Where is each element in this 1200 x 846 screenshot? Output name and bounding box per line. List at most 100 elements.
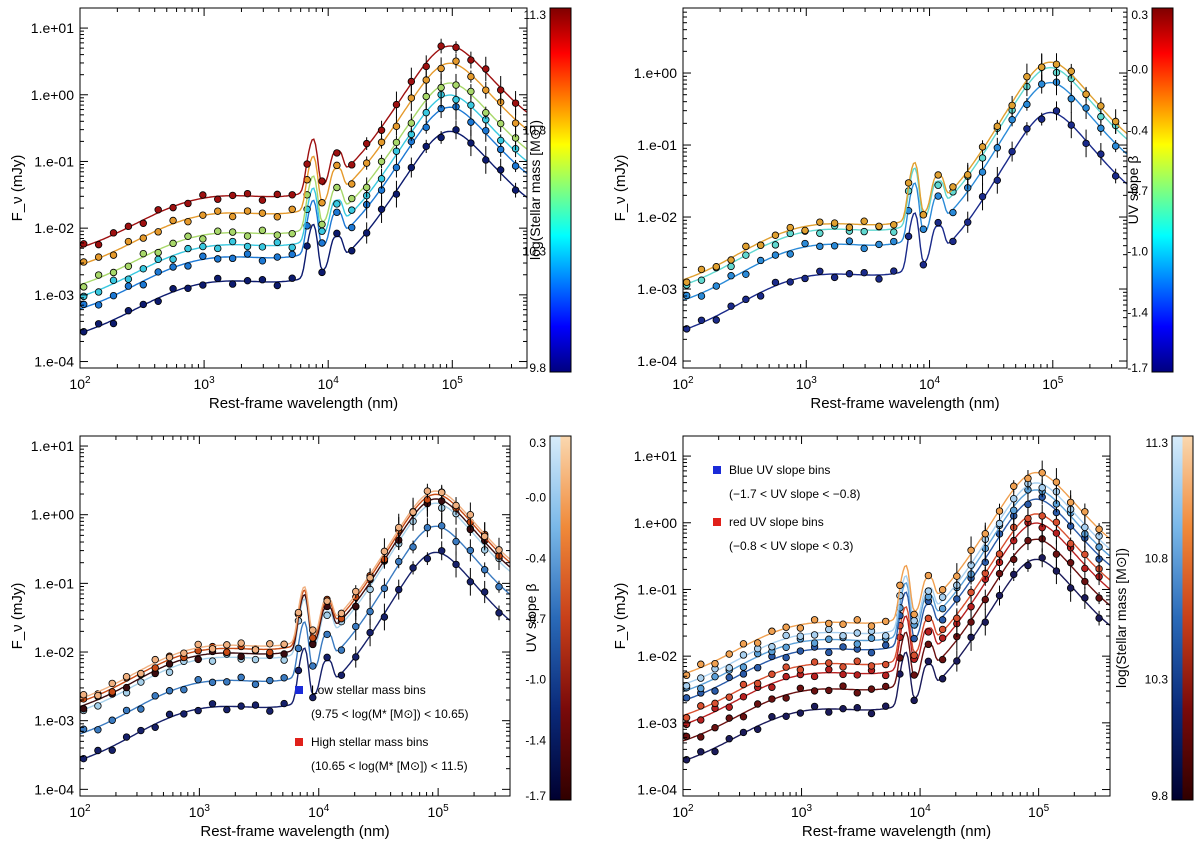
data-point bbox=[1081, 594, 1089, 602]
data-point bbox=[697, 660, 705, 668]
data-point bbox=[742, 251, 750, 259]
data-point bbox=[237, 652, 245, 661]
colorbar-tick-label: -0.0 bbox=[525, 491, 546, 505]
data-point bbox=[124, 275, 133, 283]
data-point bbox=[243, 242, 252, 251]
data-point bbox=[816, 218, 824, 226]
data-point bbox=[352, 602, 360, 611]
data-point bbox=[214, 195, 222, 203]
data-point bbox=[978, 192, 987, 201]
data-point bbox=[810, 672, 819, 681]
data-point bbox=[377, 126, 386, 134]
data-point bbox=[768, 643, 776, 651]
data-point bbox=[816, 267, 824, 275]
data-point bbox=[867, 648, 876, 657]
x-tick-exp: 5 bbox=[457, 375, 463, 386]
data-point bbox=[683, 732, 691, 741]
series-group bbox=[683, 460, 1110, 764]
data-point bbox=[377, 138, 386, 146]
data-point bbox=[180, 649, 188, 657]
y-tick-label: 1.e-02 bbox=[637, 648, 677, 664]
data-point bbox=[697, 733, 705, 741]
data-point bbox=[437, 83, 445, 92]
data-point bbox=[422, 62, 430, 71]
data-point bbox=[1037, 115, 1046, 123]
data-point bbox=[380, 613, 389, 621]
data-point bbox=[380, 584, 389, 593]
x-tick-exp: 4 bbox=[324, 803, 330, 814]
data-point bbox=[318, 227, 326, 235]
data-point bbox=[199, 242, 207, 251]
data-point bbox=[867, 685, 876, 693]
data-point bbox=[184, 284, 192, 292]
colorbar-tick-label: -1.4 bbox=[525, 733, 546, 747]
data-point bbox=[938, 616, 947, 624]
data-point bbox=[697, 684, 705, 693]
x-tick-base: 10 bbox=[442, 376, 458, 392]
data-point bbox=[978, 154, 987, 162]
data-point bbox=[80, 258, 88, 266]
data-point bbox=[725, 650, 733, 658]
data-point bbox=[825, 635, 833, 643]
x-tick-exp: 4 bbox=[935, 375, 941, 386]
data-point bbox=[169, 203, 177, 212]
data-point bbox=[214, 207, 222, 215]
series-line bbox=[80, 498, 510, 708]
data-point bbox=[839, 632, 847, 640]
data-point bbox=[154, 206, 162, 214]
colorbar-tick-label: 10.8 bbox=[1145, 551, 1169, 565]
data-point bbox=[910, 634, 918, 643]
data-point bbox=[1052, 107, 1061, 115]
data-point bbox=[80, 705, 88, 713]
data-point bbox=[337, 671, 346, 679]
y-tick-label: 1.e-01 bbox=[637, 137, 677, 153]
data-point bbox=[796, 709, 805, 717]
data-point bbox=[742, 270, 750, 278]
data-point bbox=[683, 694, 691, 702]
data-point bbox=[94, 320, 103, 328]
data-point bbox=[1038, 484, 1046, 492]
data-point bbox=[108, 679, 116, 688]
data-point bbox=[697, 292, 706, 300]
data-point bbox=[964, 218, 972, 226]
data-point bbox=[1067, 121, 1075, 129]
data-point bbox=[882, 682, 890, 691]
data-point bbox=[882, 702, 890, 710]
data-point bbox=[725, 735, 733, 743]
y-tick-label: 1.e-02 bbox=[34, 220, 74, 236]
data-point bbox=[337, 646, 346, 654]
data-point bbox=[377, 157, 386, 166]
data-point bbox=[725, 693, 733, 701]
data-point bbox=[309, 662, 317, 670]
data-point bbox=[108, 688, 116, 696]
colorbar bbox=[549, 7, 572, 373]
data-point bbox=[237, 639, 245, 647]
x-tick-exp: 3 bbox=[807, 803, 813, 814]
data-point bbox=[392, 100, 401, 109]
data-point bbox=[323, 597, 331, 605]
data-point bbox=[727, 256, 735, 264]
data-point bbox=[1038, 469, 1046, 477]
data-point bbox=[180, 685, 188, 694]
data-point bbox=[830, 242, 839, 250]
data-point bbox=[422, 92, 430, 101]
data-point bbox=[1095, 543, 1103, 551]
data-point bbox=[452, 501, 460, 510]
colorbar-frame bbox=[1171, 435, 1194, 801]
data-point bbox=[395, 523, 403, 532]
x-tick-label: 102 bbox=[69, 803, 91, 820]
data-point bbox=[392, 190, 401, 198]
x-tick-exp: 5 bbox=[443, 803, 449, 814]
y-tick-label: 1.e-04 bbox=[34, 354, 74, 370]
data-point bbox=[768, 627, 776, 635]
data-point bbox=[860, 227, 868, 236]
colorbar-tick-label: -1.0 bbox=[525, 673, 546, 687]
data-point bbox=[288, 205, 296, 213]
data-point bbox=[169, 216, 177, 225]
data-point bbox=[786, 250, 794, 258]
data-point bbox=[199, 211, 207, 219]
data-point bbox=[362, 183, 371, 192]
colorbar bbox=[1151, 7, 1174, 373]
data-point bbox=[366, 574, 374, 582]
data-point bbox=[466, 510, 475, 519]
